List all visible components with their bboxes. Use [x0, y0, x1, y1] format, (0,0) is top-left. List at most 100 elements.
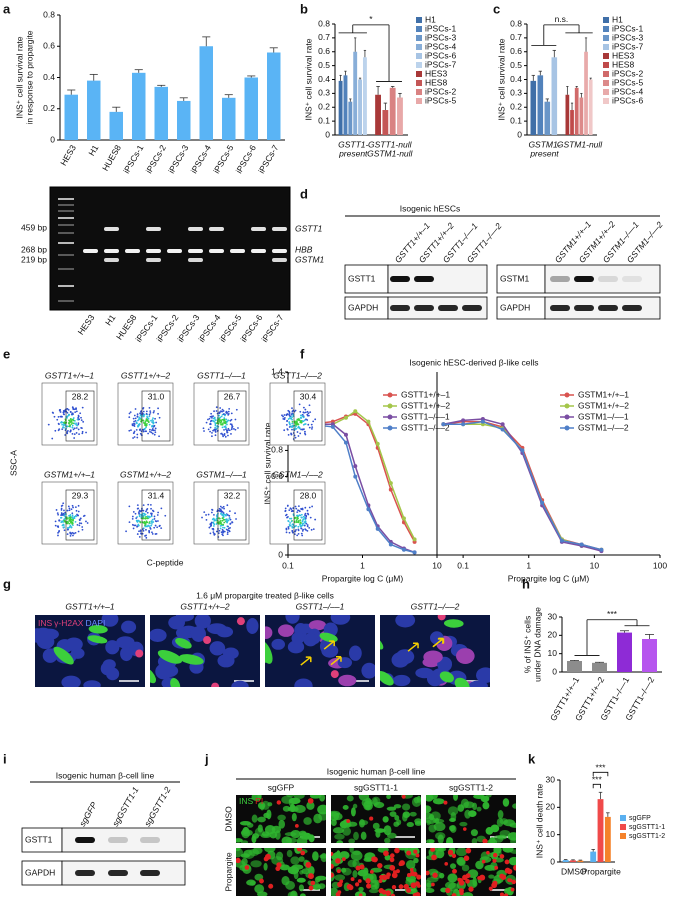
flow-dot: [212, 415, 214, 417]
bar: [87, 80, 101, 140]
chart-title: Isogenic hESC-derived β-like cells: [409, 357, 538, 367]
flow-dot: [150, 515, 153, 518]
bar: [244, 77, 258, 140]
flow-dot: [72, 417, 75, 419]
ins-cell: [263, 812, 270, 819]
flow-dot: [77, 422, 80, 425]
pi-spot: [389, 857, 395, 863]
row-label: GSTT1: [25, 834, 53, 844]
pi-spot: [383, 850, 389, 857]
point: [441, 422, 446, 427]
flow-dot: [219, 407, 222, 409]
ins-cell: [380, 671, 394, 686]
flow-dot: [133, 420, 135, 423]
ladder-band: [58, 254, 74, 256]
y-axis-label: in response to propargite: [24, 30, 34, 124]
ins-cell: [286, 795, 295, 798]
blot-band: [108, 870, 128, 876]
flow-dot: [299, 523, 301, 526]
flow-dot: [283, 416, 286, 419]
blot-label-box: [21, 860, 63, 886]
pi-spot: [263, 856, 269, 862]
flow-dot: [145, 510, 147, 513]
bar: [382, 110, 389, 135]
flow-dot: [78, 522, 81, 525]
band-label: HBB: [295, 244, 313, 254]
flow-dot: [148, 515, 151, 518]
nucleus: [308, 620, 327, 631]
flow-dot: [215, 517, 218, 520]
blot: [387, 296, 488, 320]
ins-cell: [463, 801, 475, 809]
nucleus: [61, 675, 81, 687]
ins-cell: [496, 818, 504, 827]
pi-spot: [307, 798, 314, 804]
flow-dot: [75, 408, 77, 411]
flow-dot: [68, 514, 70, 517]
flow-dot: [205, 519, 208, 521]
y-tick-label: 0.2: [510, 102, 522, 112]
gate-value: 28.0: [300, 490, 317, 500]
pi-spot: [481, 859, 486, 864]
gel-band: [230, 249, 245, 253]
flow-dot: [78, 433, 80, 436]
flow-dot: [72, 413, 74, 416]
ins-cell: [347, 859, 357, 868]
flow-dot: [151, 432, 154, 435]
flow-dot: [306, 512, 309, 515]
panel-label: k: [528, 751, 536, 766]
arrow: [407, 642, 419, 652]
flow-dot: [152, 420, 155, 422]
ins-cell: [51, 698, 65, 715]
flow-dot: [219, 421, 222, 424]
pi-spot: [268, 883, 274, 889]
ins-cell: [369, 873, 377, 884]
ins-cell: [309, 795, 322, 799]
flow-dot: [234, 512, 236, 515]
pi-spot: [394, 848, 400, 854]
flow-dot: [143, 413, 146, 416]
flow-dot: [83, 514, 86, 517]
flow-dot: [73, 517, 76, 519]
bar: [199, 46, 213, 140]
ins-cell: [167, 566, 184, 578]
pi-spot: [492, 852, 498, 858]
flow-dot: [298, 427, 301, 430]
ins-cell: [464, 809, 471, 819]
y-axis-label: INS⁺ cell survival rate: [262, 422, 272, 504]
pi-spot: [504, 859, 510, 865]
flow-dot: [147, 421, 150, 424]
pi-spot: [403, 883, 409, 890]
flow-dot: [74, 531, 77, 534]
flow-dot: [158, 525, 161, 528]
flow-dot: [224, 425, 227, 428]
h2ax-spot: [437, 615, 446, 621]
point: [353, 474, 358, 479]
ins-cell: [260, 803, 265, 811]
ins-cell: [352, 803, 358, 809]
pi-spot: [300, 850, 306, 856]
flow-dot: [225, 520, 228, 523]
legend-swatch: [620, 815, 626, 821]
pi-spot: [276, 862, 282, 868]
ins-cell: [482, 801, 490, 810]
ins-cell: [386, 795, 391, 800]
x-tick-label: 10: [590, 560, 600, 570]
pi-spot: [398, 884, 404, 890]
nucleus: [102, 659, 116, 670]
flow-dot: [210, 511, 213, 514]
pi-spot: [459, 890, 464, 896]
ins-cell: [447, 806, 459, 816]
flow-dot: [142, 512, 145, 515]
pi-spot: [513, 864, 516, 871]
flow-dot: [227, 410, 230, 413]
flow-dot: [228, 529, 230, 532]
flow-dot: [135, 517, 138, 520]
legend-swatch: [416, 71, 422, 77]
flow-dot: [137, 507, 140, 510]
gel-band: [188, 258, 203, 262]
micrograph: [167, 566, 375, 687]
pi-spot: [357, 879, 362, 883]
flow-dot: [305, 418, 307, 421]
flow-dot: [210, 412, 213, 415]
